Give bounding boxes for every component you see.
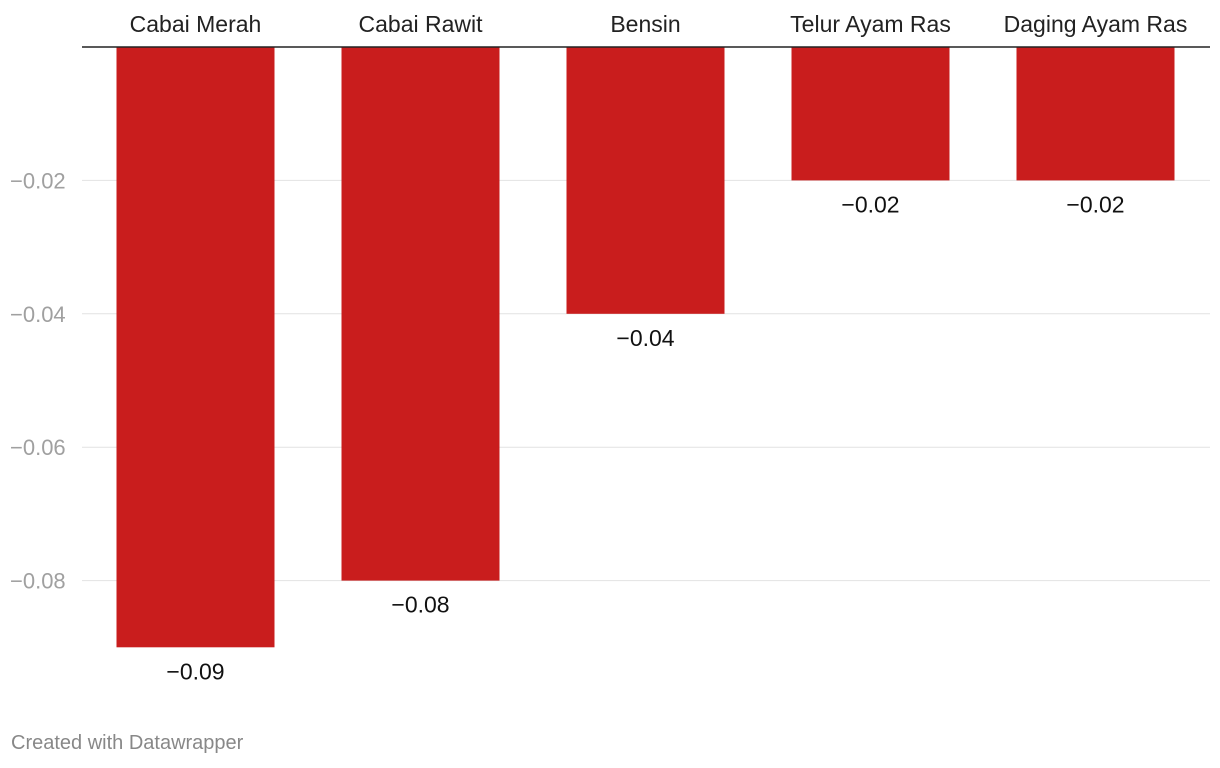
bar[interactable] [566,47,725,314]
value-label: −0.08 [391,592,449,618]
value-label: −0.02 [841,191,899,217]
y-tick-label: −0.06 [10,435,66,460]
bar-chart: −0.02 −0.04 −0.06 −0.08 Cabai Merah −0.09 Caba… [10,11,1210,684]
bar[interactable] [341,47,500,581]
value-label: −0.09 [166,658,224,684]
value-label: −0.02 [1066,191,1124,217]
datawrapper-credit[interactable]: Created with Datawrapper [11,732,244,754]
bar[interactable] [1016,47,1175,181]
y-tick-label: −0.02 [10,168,66,193]
category-label: Bensin [610,11,680,37]
labels: −0.02 −0.04 −0.06 −0.08 Cabai Merah −0.09 Caba… [10,11,1187,684]
bars [116,47,1175,648]
category-label: Cabai Merah [130,11,262,37]
category-label: Telur Ayam Ras [790,11,951,37]
category-label: Daging Ayam Ras [1004,11,1188,37]
y-tick-label: −0.04 [10,302,66,327]
bar[interactable] [116,47,275,648]
bar[interactable] [791,47,950,181]
category-label: Cabai Rawit [359,11,484,37]
y-tick-label: −0.08 [10,569,66,594]
value-label: −0.04 [616,325,674,351]
